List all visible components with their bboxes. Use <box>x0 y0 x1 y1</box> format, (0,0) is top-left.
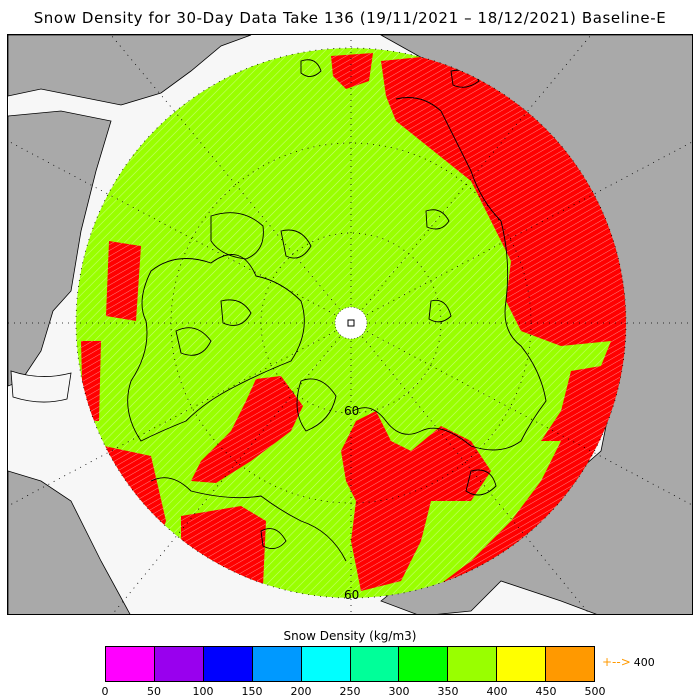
graticule <box>8 35 692 614</box>
map-title: Snow Density for 30-Day Data Take 136 (1… <box>33 9 667 27</box>
pole-marker <box>347 319 355 327</box>
high-density-greenland-west <box>106 241 141 321</box>
colorbar-tick: 400 <box>486 685 508 698</box>
colorbar-tick: 350 <box>437 685 459 698</box>
pole-hole <box>334 306 368 340</box>
colorbar-tick: 300 <box>388 685 410 698</box>
colorbar-swatch <box>546 647 595 681</box>
colorbar-swatch <box>106 647 155 681</box>
polar-map: 60 60 <box>7 34 693 615</box>
high-density-canada-archipelago <box>191 376 303 483</box>
colorbar-title: Snow Density (kg/m3) <box>283 629 417 643</box>
high-density-siberia <box>341 411 491 591</box>
colorbar-tick: 150 <box>241 685 263 698</box>
latitude-label: 60 <box>344 588 360 602</box>
colorbar-swatch <box>301 647 351 681</box>
colorbar-tick: 200 <box>290 685 312 698</box>
colorbar-tick: 250 <box>339 685 361 698</box>
overflow-label: 400 <box>633 655 655 669</box>
overflow-arrow-icon: +--> <box>602 655 631 669</box>
high-density-southeast <box>431 411 626 598</box>
colorbar-swatch <box>154 647 204 681</box>
latitude-label: 60 <box>344 404 360 418</box>
colorbar-tick: 0 <box>101 685 109 698</box>
colorbar-swatch <box>203 647 253 681</box>
colorbar-swatch <box>252 647 302 681</box>
colorbar-swatch <box>497 647 547 681</box>
colorbar-swatch <box>350 647 400 681</box>
overflow-indicator: +--> 400 <box>602 655 655 669</box>
colorbar <box>105 646 595 682</box>
land-masses <box>8 35 692 614</box>
high-density-north <box>331 53 373 89</box>
colorbar-tick: 100 <box>192 685 214 698</box>
colorbar-tick: 50 <box>147 685 161 698</box>
colorbar-tick: 450 <box>535 685 557 698</box>
colorbar-swatch <box>399 647 449 681</box>
colorbar-swatch <box>448 647 498 681</box>
map-canvas <box>8 35 692 614</box>
colorbar-tick: 500 <box>584 685 606 698</box>
